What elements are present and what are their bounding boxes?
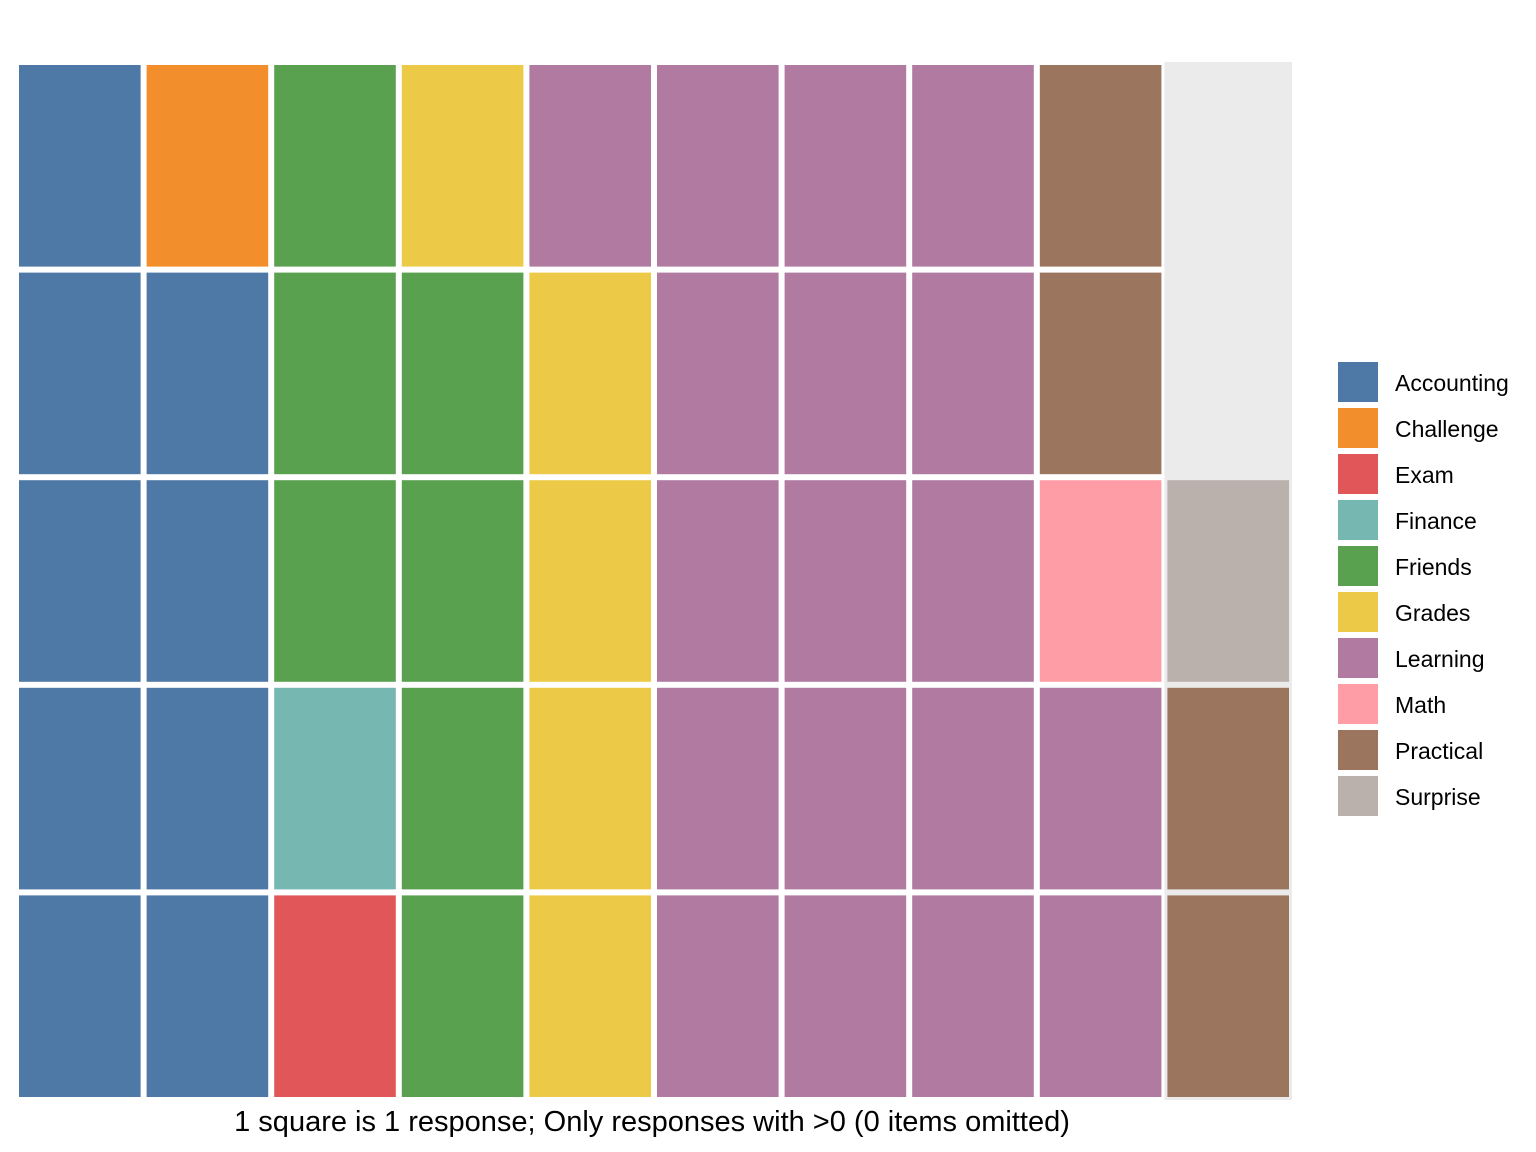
waffle-square-challenge xyxy=(146,65,269,267)
waffle-square-practical xyxy=(1167,687,1289,890)
legend-label: Learning xyxy=(1395,646,1485,672)
legend-key xyxy=(1336,406,1380,450)
legend-swatch-math xyxy=(1338,684,1378,724)
waffle-square-accounting xyxy=(19,895,141,1097)
waffle-square-learning xyxy=(912,272,1034,475)
legend-label: Accounting xyxy=(1395,370,1509,396)
legend-label: Challenge xyxy=(1395,416,1499,442)
legend-swatch-accounting xyxy=(1338,362,1378,402)
legend-swatch-friends xyxy=(1338,546,1378,586)
waffle-square-friends xyxy=(401,272,524,475)
waffle-square-friends xyxy=(401,480,524,682)
legend-swatch-practical xyxy=(1338,730,1378,770)
legend-label: Grades xyxy=(1395,600,1471,626)
waffle-square-finance xyxy=(274,687,396,890)
waffle-square-accounting xyxy=(146,480,269,682)
legend-label: Exam xyxy=(1395,462,1454,488)
waffle-square-accounting xyxy=(19,272,141,475)
legend-key xyxy=(1336,590,1380,634)
waffle-square-practical xyxy=(1039,272,1162,475)
waffle-square-exam xyxy=(274,895,396,1097)
legend-key xyxy=(1336,498,1380,542)
legend-key xyxy=(1336,636,1380,680)
waffle-square-friends xyxy=(401,687,524,890)
waffle-square-accounting xyxy=(19,480,141,682)
waffle-square-friends xyxy=(274,480,396,682)
waffle-square-learning xyxy=(1039,895,1162,1097)
waffle-square-learning xyxy=(784,480,907,682)
waffle-square-learning xyxy=(657,687,779,890)
waffle-square-accounting xyxy=(19,687,141,890)
legend-swatch-grades xyxy=(1338,592,1378,632)
legend-swatch-surprise xyxy=(1338,776,1378,816)
waffle-square-surprise xyxy=(1167,480,1289,682)
legend-label: Math xyxy=(1395,692,1447,718)
waffle-square-practical xyxy=(1039,65,1162,267)
waffle-square-friends xyxy=(274,272,396,475)
legend-key xyxy=(1336,544,1380,588)
waffle-square-grades xyxy=(529,895,651,1097)
legend-key xyxy=(1336,728,1380,772)
waffle-square-learning xyxy=(657,65,779,267)
waffle-square-friends xyxy=(274,65,396,267)
waffle-square-grades xyxy=(529,480,651,682)
waffle-square-learning xyxy=(784,687,907,890)
waffle-square-learning xyxy=(784,895,907,1097)
chart-caption: 1 square is 1 response; Only responses w… xyxy=(234,1106,1070,1138)
waffle-square-learning xyxy=(912,480,1034,682)
waffle-square-practical xyxy=(1167,895,1289,1097)
legend-label: Surprise xyxy=(1395,784,1481,810)
waffle-square-accounting xyxy=(146,272,269,475)
waffle-square-learning xyxy=(657,480,779,682)
waffle-square-learning xyxy=(1039,687,1162,890)
waffle-plot xyxy=(19,62,1292,1100)
waffle-square-grades xyxy=(401,65,524,267)
waffle-square-friends xyxy=(401,895,524,1097)
waffle-square-learning xyxy=(784,272,907,475)
legend-label: Practical xyxy=(1395,738,1484,764)
waffle-square-grades xyxy=(529,272,651,475)
legend-swatch-exam xyxy=(1338,454,1378,494)
waffle-square-accounting xyxy=(146,687,269,890)
waffle-square-learning xyxy=(784,65,907,267)
legend-label: Friends xyxy=(1395,554,1472,580)
legend-swatch-finance xyxy=(1338,500,1378,540)
legend-label: Finance xyxy=(1395,508,1477,534)
waffle-square-learning xyxy=(912,895,1034,1097)
waffle-square-accounting xyxy=(19,65,141,267)
legend-key xyxy=(1336,360,1380,404)
legend-key xyxy=(1336,774,1380,818)
waffle-square-learning xyxy=(657,272,779,475)
waffle-square-learning xyxy=(912,687,1034,890)
waffle-square-math xyxy=(1039,480,1162,682)
waffle-square-accounting xyxy=(146,895,269,1097)
legend-key xyxy=(1336,682,1380,726)
legend-swatch-challenge xyxy=(1338,408,1378,448)
legend-swatch-learning xyxy=(1338,638,1378,678)
legend-key xyxy=(1336,452,1380,496)
waffle-square-learning xyxy=(657,895,779,1097)
waffle-square-learning xyxy=(529,65,651,267)
waffle-square-grades xyxy=(529,687,651,890)
waffle-square-learning xyxy=(912,65,1034,267)
